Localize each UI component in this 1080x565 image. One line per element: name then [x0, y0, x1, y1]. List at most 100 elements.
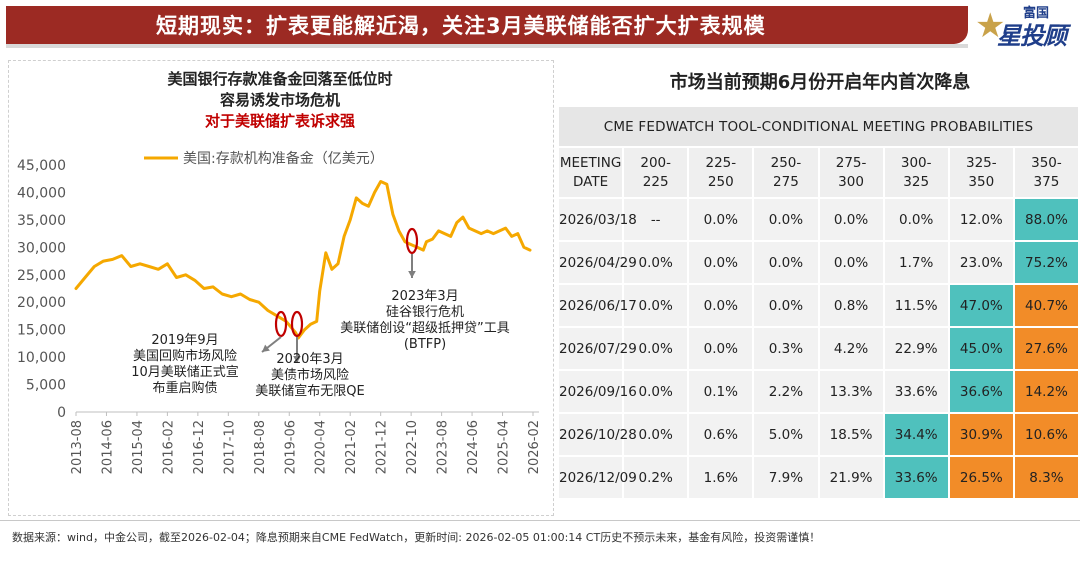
- table-row: 2026/06/17 0.0% 0.0% 0.0% 0.8% 11.5% 47.0% 40.7…: [556, 283, 1080, 328]
- column-header-rate-4: 300- 325: [882, 146, 950, 199]
- table-row: 2026/03/18 -- 0.0% 0.0% 0.0% 0.0% 12.0% 88.0%: [556, 197, 1080, 242]
- column-header-line2: 250: [707, 173, 734, 190]
- y-tick-label: 5,000: [26, 378, 66, 394]
- x-tick-label: 2013-08: [70, 420, 85, 474]
- meeting-date-cell: 2026/06/17: [556, 283, 637, 328]
- table-title: 市场当前预期6月份开启年内首次降息: [669, 72, 971, 93]
- column-header-line1: 325-: [965, 154, 997, 171]
- column-header-line1: 275-: [835, 154, 867, 171]
- x-tick-label: 2021-12: [375, 420, 390, 474]
- meeting-date-cell: 2026/04/29: [556, 240, 637, 285]
- annotation-text: 10月美联储正式宣: [131, 364, 239, 380]
- annotation-text: 布重启购债: [152, 380, 217, 396]
- probability-cell: 27.6%: [1012, 326, 1080, 371]
- meeting-date-cell: 2026/12/09: [556, 455, 637, 500]
- probability-cell: 33.6%: [882, 455, 950, 500]
- probability-cell: 5.0%: [752, 412, 820, 457]
- probability-cell: 0.0%: [687, 197, 755, 242]
- annotation-text: 美国回购市场风险: [133, 348, 237, 364]
- x-tick-label: 2016-12: [192, 420, 207, 474]
- chart-panel: [8, 60, 554, 516]
- column-header-line2: 275: [773, 173, 799, 190]
- y-tick-label: 25,000: [17, 268, 66, 284]
- annotation-marker: [405, 227, 419, 255]
- probability-cell: 0.0%: [622, 326, 690, 371]
- column-header-line1: 200-: [640, 154, 671, 171]
- column-header-line1: 250-: [770, 154, 802, 171]
- probability-cell: 22.9%: [882, 326, 950, 371]
- table-row: 2026/09/16 0.0% 0.1% 2.2% 13.3% 33.6% 36.6% 14.…: [556, 369, 1080, 414]
- chart-title-line2: 容易诱发市场危机: [219, 91, 340, 109]
- page-title: 短期现实：扩表更能解近渴，关注3月美联储能否扩大扩表规模: [156, 14, 766, 38]
- probability-cell: 30.9%: [947, 412, 1015, 457]
- x-tick-label: 2024-06: [466, 420, 481, 474]
- probability-cell: 0.0%: [817, 240, 885, 285]
- annotation-text: 2019年9月: [151, 333, 218, 348]
- probability-cell: 0.0%: [752, 283, 820, 328]
- x-tick-label: 2020-04: [314, 420, 329, 474]
- probability-cell: 2.2%: [752, 369, 820, 414]
- column-header-rate-3: 275- 300: [817, 146, 885, 199]
- probability-cell: 26.5%: [947, 455, 1015, 500]
- probability-cell: 0.3%: [752, 326, 820, 371]
- y-tick-label: 10,000: [17, 350, 66, 366]
- probability-cell: 36.6%: [947, 369, 1015, 414]
- x-tick-label: 2015-04: [131, 420, 146, 474]
- column-header-line2: 350: [968, 173, 995, 190]
- banner-shadow: [6, 44, 968, 48]
- probability-cell: 0.2%: [622, 455, 690, 500]
- brand-logo: ★ 富国 星投顾: [975, 2, 1075, 50]
- x-tick-label: 2026-02: [527, 420, 542, 474]
- logo-big-text: 星投顾: [997, 22, 1067, 50]
- y-tick-label: 45,000: [17, 158, 66, 174]
- meeting-date-cell: 2026/03/18: [556, 197, 637, 242]
- legend-label: 美国:存款机构准备金（亿美元）: [183, 150, 384, 167]
- probability-cell: 40.7%: [1012, 283, 1080, 328]
- x-tick-label: 2016-02: [161, 420, 176, 474]
- probability-cell: 0.0%: [882, 197, 950, 242]
- table-row: 2026/04/29 0.0% 0.0% 0.0% 0.0% 1.7% 23.0% 75.2%: [556, 240, 1080, 285]
- column-header-rate-1: 225- 250: [687, 146, 755, 199]
- probability-cell: 18.5%: [817, 412, 885, 457]
- probability-cell: 0.0%: [622, 369, 690, 414]
- probability-cell: 0.0%: [752, 197, 820, 242]
- annotation-marker: [274, 310, 288, 338]
- annotation-arrowhead: [293, 355, 301, 363]
- probability-cell: 21.9%: [817, 455, 885, 500]
- probability-cell: 0.6%: [687, 412, 755, 457]
- x-tick-label: 2025-04: [497, 420, 512, 474]
- y-tick-label: 40,000: [17, 185, 66, 201]
- annotation-text: 硅谷银行危机: [386, 305, 464, 320]
- footer-note: 数据来源：wind，中金公司，截至2026-02-04；降息预期来自CME Fe…: [12, 531, 821, 544]
- probability-cell: 0.0%: [687, 240, 755, 285]
- probability-cell: 1.7%: [882, 240, 950, 285]
- probability-cell: 0.0%: [622, 412, 690, 457]
- probability-cell: 7.9%: [752, 455, 820, 500]
- probability-cell: 0.0%: [817, 197, 885, 242]
- probability-cell: 0.0%: [622, 283, 690, 328]
- footer-divider: [0, 520, 1080, 521]
- probability-cell: 0.0%: [687, 326, 755, 371]
- probability-cell: 0.8%: [817, 283, 885, 328]
- probability-cell: --: [622, 197, 690, 242]
- column-header-rate-6: 350- 375: [1012, 146, 1080, 199]
- y-tick-label: 15,000: [17, 323, 66, 339]
- column-header-rate-5: 325- 350: [947, 146, 1015, 199]
- meeting-date-cell: 2026/09/16: [556, 369, 637, 414]
- probability-cell: 1.6%: [687, 455, 755, 500]
- table-row: 2026/07/29 0.0% 0.0% 0.3% 4.2% 22.9% 45.0% 27.6…: [556, 326, 1080, 371]
- column-header-line1: 225-: [705, 154, 737, 171]
- star-icon: ★: [975, 6, 1006, 46]
- x-tick-label: 2017-10: [222, 420, 237, 474]
- column-header-rate-2: 250- 275: [752, 146, 820, 199]
- annotation-text: 2020年3月: [276, 352, 343, 367]
- annotation-arrowhead: [262, 344, 270, 352]
- column-header-line1: 300-: [900, 154, 932, 171]
- series-line: [74, 180, 532, 340]
- probability-cell: 0.0%: [622, 240, 690, 285]
- probability-cell: 4.2%: [817, 326, 885, 371]
- tool-header: CME FEDWATCH TOOL-CONDITIONAL MEETING PR…: [557, 105, 1080, 148]
- table-row: 2026/12/09 0.2% 1.6% 7.9% 21.9% 33.6% 26.5% 8.3…: [556, 455, 1080, 500]
- meeting-date-cell: 2026/10/28: [556, 412, 637, 457]
- reserves-line-chart: 45,000 40,000 35,000 30,000 25,000 20,000 15,0…: [17, 150, 542, 474]
